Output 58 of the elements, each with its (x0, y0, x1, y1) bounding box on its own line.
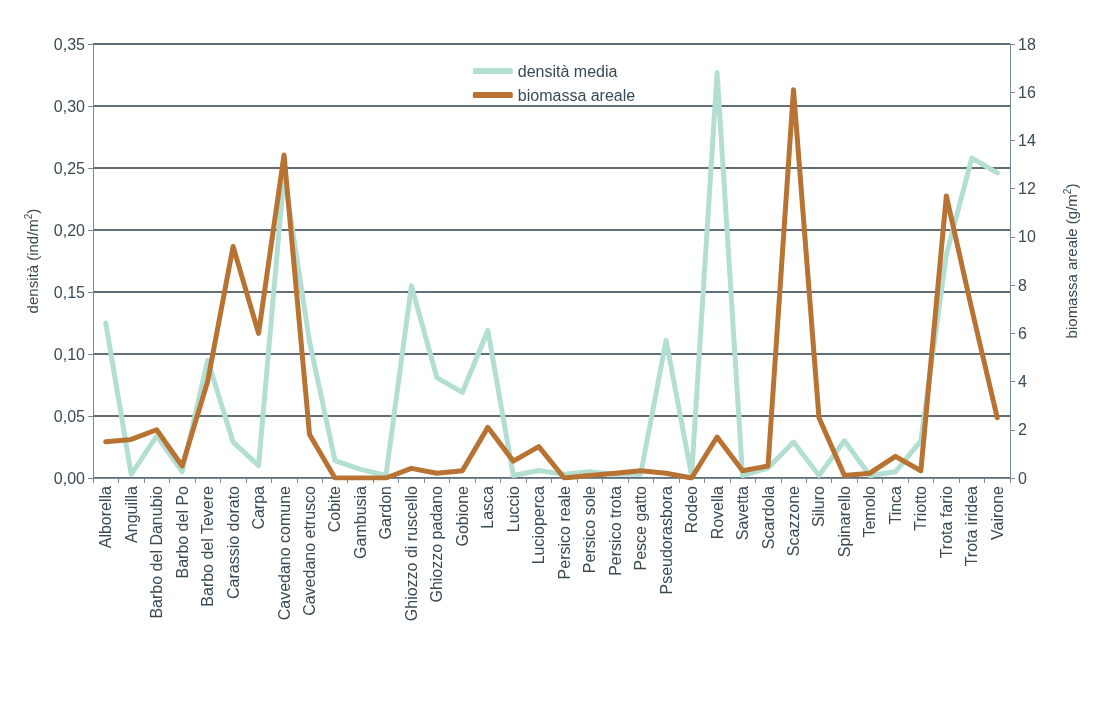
x-tick-label: Persico reale (555, 485, 573, 580)
x-tick-label: Temolo (861, 485, 879, 538)
x-tick-label: Gobione (453, 485, 471, 547)
y2-tick-label: 18 (1018, 35, 1036, 53)
x-tick-label: Triotto (912, 485, 930, 531)
x-tick-label: Spinarello (835, 485, 853, 558)
x-tick-label: Vairone (988, 485, 1006, 540)
x-tick-label: Cavedano comune (275, 485, 293, 621)
y-tick-label: 0,00 (53, 469, 86, 487)
x-tick-label: Scazzone (784, 485, 802, 557)
legend-label: densità media (517, 62, 618, 80)
x-tick-label: Trota fario (937, 485, 955, 559)
y2-axis-title: biomassa areale (g/m2) (1061, 183, 1080, 339)
x-tick-label: Gambusia (351, 485, 369, 559)
y-tick-label: 0,15 (53, 283, 86, 301)
x-tick-label: Tinca (886, 485, 904, 525)
x-tick-label: Siluro (810, 485, 828, 527)
y2-tick-label: 4 (1018, 373, 1027, 391)
y-tick-label: 0,25 (53, 159, 86, 177)
y2-tick-label: 14 (1018, 131, 1036, 149)
y-axis-title: densità (ind/m2) (22, 208, 41, 314)
y2-tick-label: 8 (1018, 276, 1027, 294)
x-tick-label: Anguilla (122, 485, 140, 543)
y2-tick-label: 6 (1018, 324, 1027, 342)
y2-tick-label: 12 (1018, 180, 1036, 198)
x-tick-label: Persico trota (606, 485, 624, 576)
x-tick-label: Savetta (734, 485, 752, 541)
x-tick-label: Luccio (504, 485, 522, 533)
y2-tick-label: 16 (1018, 83, 1036, 101)
y-tick-label: 0,30 (53, 97, 86, 115)
x-tick-label: Carpa (250, 485, 268, 530)
x-tick-label: Barbo del Po (173, 485, 191, 579)
x-tick-label: Lucioperca (530, 485, 548, 565)
x-tick-label: Scardola (759, 485, 777, 550)
x-tick-label: Cobite (326, 485, 344, 533)
x-tick-label: Ghiozzo di ruscello (402, 485, 420, 622)
y-tick-label: 0,35 (53, 35, 86, 53)
x-tick-label: Persico sole (581, 485, 599, 574)
x-tick-label: Carassio dorato (224, 485, 242, 599)
x-tick-label: Lasca (479, 485, 497, 529)
y-tick-label: 0,05 (53, 407, 86, 425)
y2-tick-label: 10 (1018, 228, 1036, 246)
y-tick-label: 0,20 (53, 221, 86, 239)
x-tick-label: Alborella (97, 485, 115, 549)
x-tick-label: Barbo del Danubio (148, 485, 166, 619)
x-tick-label: Pseudorasbora (657, 485, 675, 595)
y2-tick-label: 2 (1018, 421, 1027, 439)
x-tick-label: Gardon (377, 486, 395, 540)
y-tick-label: 0,10 (53, 345, 86, 363)
x-tick-label: Rovella (708, 485, 726, 540)
x-tick-label: Trota iridea (963, 485, 981, 567)
x-tick-label: Cavedano etrusco (301, 485, 319, 616)
x-tick-label: Pesce gatto (632, 485, 650, 571)
x-tick-label: Ghiozzo padano (428, 485, 446, 603)
y2-tick-label: 0 (1018, 469, 1027, 487)
legend-label: biomassa areale (517, 86, 636, 104)
x-tick-label: Barbo del Tevere (199, 485, 217, 607)
x-tick-label: Rodeo (683, 485, 701, 534)
